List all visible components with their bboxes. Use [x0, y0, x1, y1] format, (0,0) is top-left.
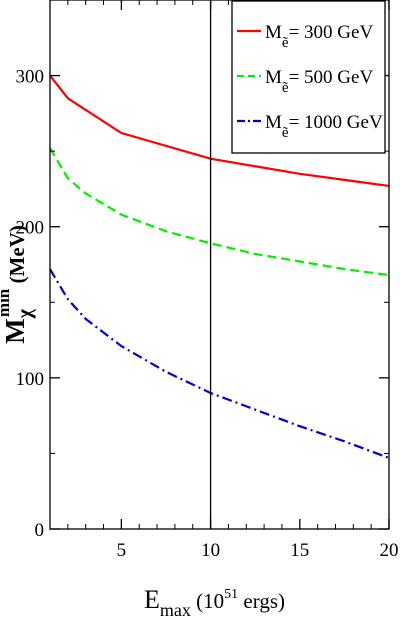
x-tick-label: 20 — [380, 540, 399, 561]
series-line-2 — [49, 147, 390, 277]
y-axis-title: Mχmin (MeV) — [0, 225, 36, 344]
legend-items: Mẽ= 300 GeV Mẽ= 500 GeV Mẽ= 1000 GeV — [237, 22, 383, 141]
x-axis-title-sub: max — [160, 600, 191, 620]
x-tick-label: 10 — [201, 540, 220, 561]
y-axis-title-unit: (MeV) — [5, 225, 29, 289]
x-tick-label: 15 — [290, 540, 309, 561]
x-axis-title-open: (10 — [191, 589, 224, 613]
y-tick-label: 300 — [16, 67, 45, 88]
legend-label-2: Mẽ= 500 GeV — [265, 67, 373, 96]
y-axis-title-sup: min — [0, 288, 13, 317]
y-tick-label: 100 — [16, 369, 45, 390]
plot-frame — [49, 0, 390, 530]
x-tick-label: 5 — [117, 540, 127, 561]
y-axis-title-sub: χ — [14, 308, 36, 319]
legend-label-1: Mẽ= 300 GeV — [265, 22, 373, 51]
legend-label-3: Mẽ= 1000 GeV — [265, 112, 383, 141]
legend: Mẽ= 300 GeV Mẽ= 500 GeV Mẽ= 1000 GeV — [231, 0, 386, 154]
x-axis-title-sup: 51 — [224, 587, 238, 602]
x-axis-title: Emax (1051 ergs) — [144, 585, 285, 620]
series-line-3 — [49, 268, 390, 459]
series-layer — [49, 74, 390, 459]
y-axis-title-main: M — [0, 318, 30, 343]
x-axis-title-main: E — [144, 585, 160, 614]
y-tick-label: 0 — [35, 520, 45, 541]
series-line-1 — [49, 74, 390, 188]
x-axis-title-close: ergs) — [238, 589, 285, 613]
y-tick-label: 200 — [16, 218, 45, 239]
legend-box — [231, 0, 386, 154]
